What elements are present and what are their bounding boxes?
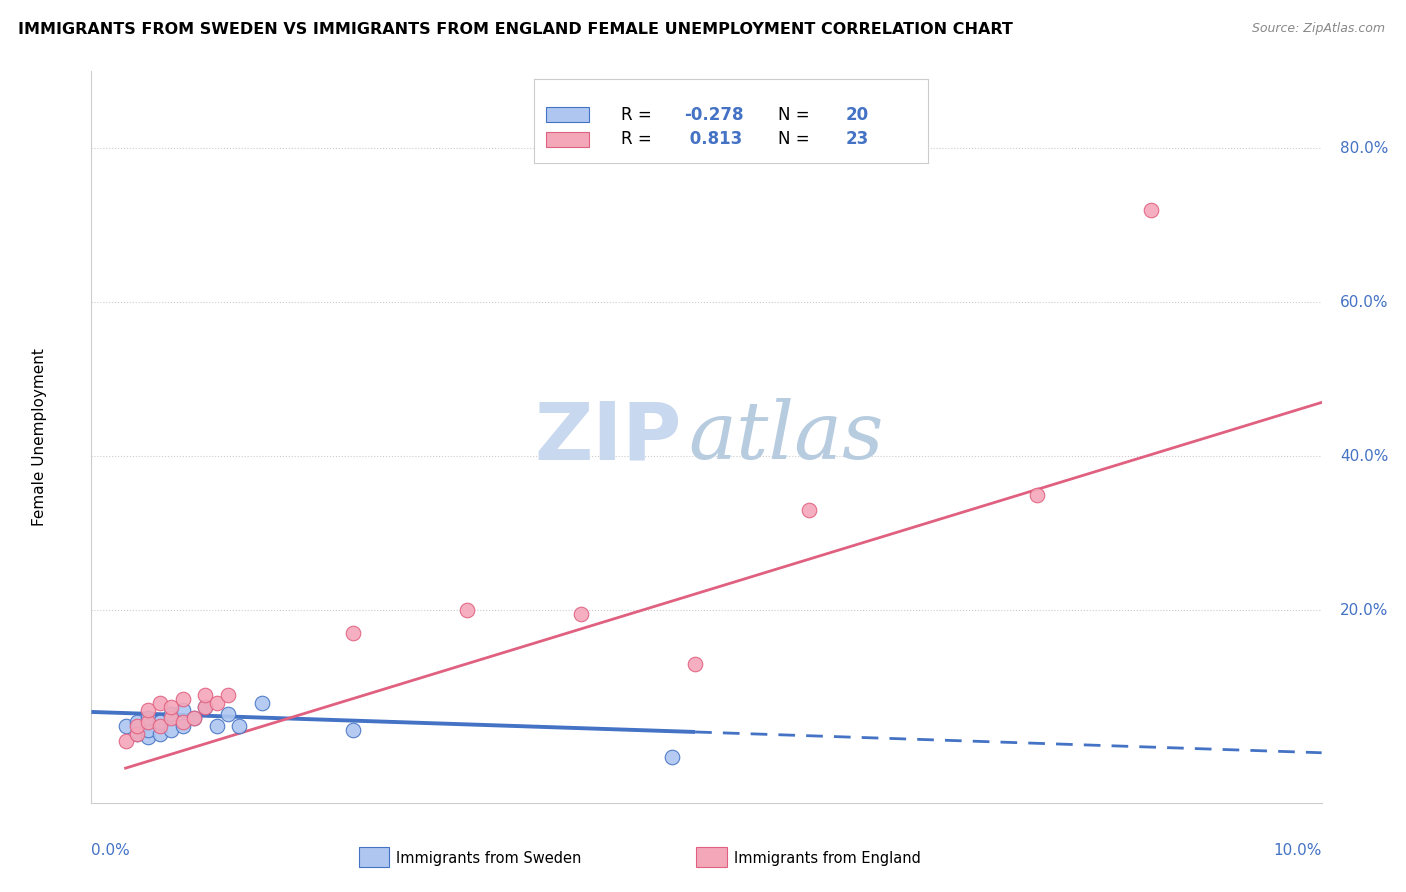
Point (183, 711, 205, 725)
Point (138, 731, 160, 745)
Point (138, 723, 160, 737)
Point (160, 699, 183, 714)
Point (661, 749, 683, 764)
Point (125, 719, 148, 733)
Point (183, 711, 205, 725)
Point (149, 719, 172, 733)
Text: 10.0%: 10.0% (1274, 843, 1322, 858)
Text: 60.0%: 60.0% (1340, 295, 1389, 310)
Text: 40.0%: 40.0% (1340, 449, 1389, 464)
Point (149, 726, 172, 740)
Point (114, 734, 136, 748)
Point (797, 503, 820, 517)
Point (456, 603, 478, 617)
Point (160, 711, 183, 725)
Point (125, 714, 148, 729)
Point (172, 691, 194, 706)
Text: Immigrants from England: Immigrants from England (734, 851, 921, 865)
Text: 20.0%: 20.0% (1340, 603, 1389, 618)
Point (172, 714, 194, 729)
Point (194, 699, 217, 714)
Text: Immigrants from Sweden: Immigrants from Sweden (396, 851, 582, 865)
Point (114, 719, 136, 733)
Text: Female Unemployment: Female Unemployment (32, 348, 48, 526)
Point (683, 657, 706, 672)
Text: atlas: atlas (688, 399, 883, 475)
Text: IMMIGRANTS FROM SWEDEN VS IMMIGRANTS FROM ENGLAND FEMALE UNEMPLOYMENT CORRELATIO: IMMIGRANTS FROM SWEDEN VS IMMIGRANTS FRO… (18, 22, 1014, 37)
Point (138, 714, 160, 729)
Point (217, 688, 239, 702)
Point (228, 719, 250, 733)
Point (138, 711, 160, 725)
Point (172, 703, 194, 717)
Point (205, 719, 228, 733)
Point (1139, 202, 1161, 217)
Text: 80.0%: 80.0% (1340, 141, 1389, 156)
Point (194, 688, 217, 702)
Text: ZIP: ZIP (534, 398, 682, 476)
Point (205, 696, 228, 710)
Point (252, 696, 274, 710)
Point (125, 726, 148, 740)
Point (342, 626, 364, 640)
Point (342, 723, 364, 737)
Point (138, 703, 160, 717)
Point (149, 714, 172, 729)
Point (194, 699, 217, 714)
Point (149, 696, 172, 710)
Point (217, 707, 239, 722)
Point (160, 723, 183, 737)
Point (172, 719, 194, 733)
Text: Source: ZipAtlas.com: Source: ZipAtlas.com (1251, 22, 1385, 36)
Point (1025, 488, 1047, 502)
Point (569, 607, 592, 622)
Text: 0.0%: 0.0% (91, 843, 131, 858)
Point (160, 707, 183, 722)
Point (125, 726, 148, 740)
